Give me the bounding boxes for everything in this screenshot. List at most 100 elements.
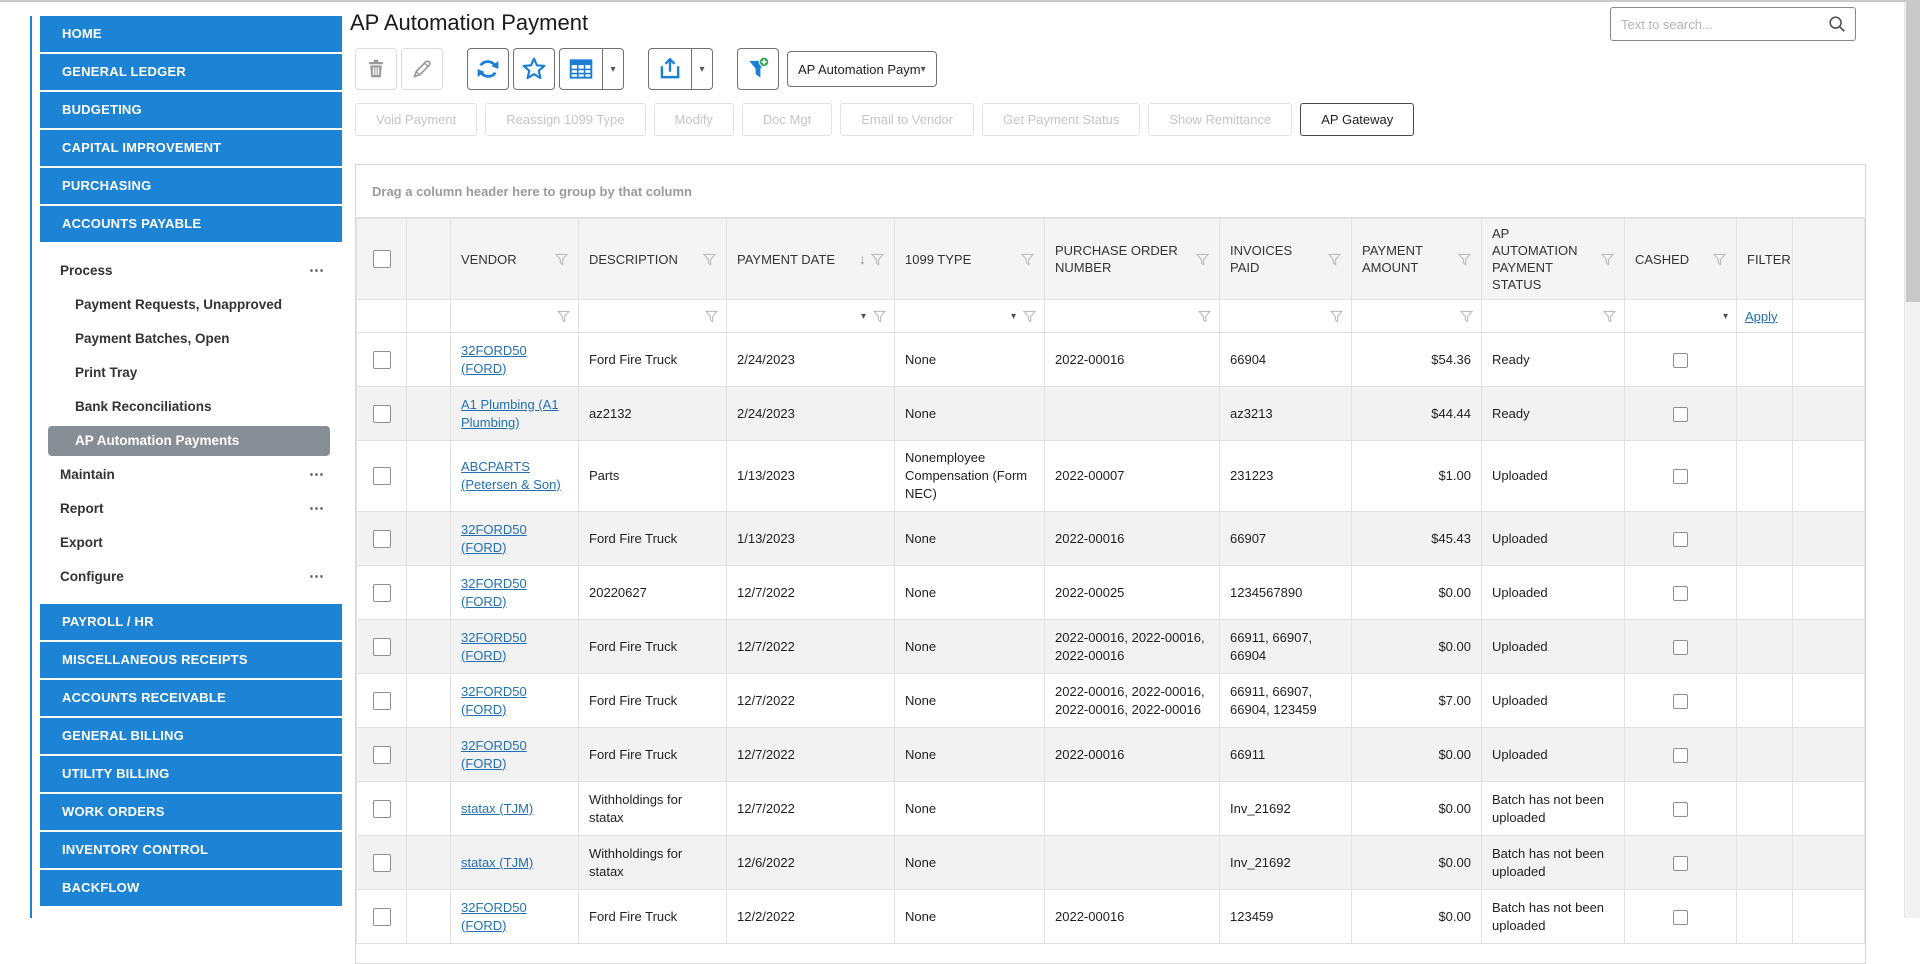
filter-funnel-icon[interactable] xyxy=(1458,253,1471,266)
favorite-button[interactable] xyxy=(513,48,555,90)
vertical-scrollbar[interactable] xyxy=(1904,2,1920,918)
column-header-cashed[interactable]: CASHED xyxy=(1624,218,1737,300)
submenu-item-ap-automation-payments[interactable]: AP Automation Payments xyxy=(48,426,330,456)
vendor-link[interactable]: statax (TJM) xyxy=(461,800,534,816)
row-checkbox[interactable] xyxy=(372,799,391,818)
void-payment-button[interactable]: Void Payment xyxy=(355,103,478,136)
submenu-item-export[interactable]: Export xyxy=(60,535,103,550)
filter-funnel-icon[interactable] xyxy=(1713,253,1726,266)
cashed-checkbox[interactable] xyxy=(1673,585,1688,601)
sidebar-item-work-orders[interactable]: WORK ORDERS xyxy=(40,794,342,830)
vendor-link[interactable]: 32FORD50 (FORD) xyxy=(461,521,527,555)
grid-view-button[interactable] xyxy=(560,49,602,89)
submenu-item-process[interactable]: Process ⋯ xyxy=(40,254,342,288)
row-checkbox[interactable] xyxy=(372,467,391,486)
submenu-item-maintain[interactable]: Maintain ⋯ xyxy=(40,458,342,492)
filter-cell-payment-date[interactable]: ▾ xyxy=(726,299,895,333)
ellipsis-menu-icon[interactable]: ⋯ xyxy=(309,500,324,517)
filter-funnel-icon[interactable] xyxy=(1198,310,1211,323)
filter-funnel-icon[interactable] xyxy=(1328,253,1341,266)
submenu-item-bank-reconciliations[interactable]: Bank Reconciliations xyxy=(75,399,212,414)
row-checkbox[interactable] xyxy=(372,404,391,423)
sidebar-item-utility-billing[interactable]: UTILITY BILLING xyxy=(40,756,342,792)
vendor-link[interactable]: ABCPARTS (Petersen & Son) xyxy=(461,459,561,492)
doc-mgt-button[interactable]: Doc Mgt xyxy=(741,103,833,136)
filter-funnel-icon[interactable] xyxy=(1330,310,1343,323)
search-input[interactable] xyxy=(1621,16,1827,32)
vendor-link[interactable]: 32FORD50 (FORD) xyxy=(461,342,527,376)
filter-funnel-icon[interactable] xyxy=(1601,253,1614,266)
reassign-1099-type-button[interactable]: Reassign 1099 Type xyxy=(485,103,646,136)
filter-cell-purchase-order-number[interactable] xyxy=(1044,299,1220,333)
grid-view-dropdown-caret[interactable]: ▾ xyxy=(602,49,623,89)
cashed-checkbox[interactable] xyxy=(1673,352,1688,368)
sidebar-item-payroll-hr[interactable]: PAYROLL / HR xyxy=(40,604,342,640)
show-remittance-button[interactable]: Show Remittance xyxy=(1148,103,1293,136)
column-header-invoices-paid[interactable]: INVOICES PAID xyxy=(1219,218,1352,300)
filter-cell-payment-amount[interactable] xyxy=(1351,299,1482,333)
submenu-item-payment-requests-unapproved[interactable]: Payment Requests, Unapproved xyxy=(75,297,283,312)
filter-funnel-icon[interactable] xyxy=(1603,310,1616,323)
export-dropdown-caret[interactable]: ▾ xyxy=(691,49,712,89)
submenu-item-print-tray[interactable]: Print Tray xyxy=(75,365,138,380)
column-header-vendor[interactable]: VENDOR xyxy=(450,218,579,300)
ellipsis-menu-icon[interactable]: ⋯ xyxy=(309,466,324,483)
filter-funnel-icon[interactable] xyxy=(871,253,884,266)
sidebar-item-accounts-payable[interactable]: ACCOUNTS PAYABLE xyxy=(40,206,342,242)
chevron-down-icon[interactable]: ▾ xyxy=(1010,310,1016,322)
filter-cell-cashed[interactable]: ▾ xyxy=(1624,299,1737,333)
filter-cell-vendor[interactable] xyxy=(450,299,579,333)
ap-gateway-button[interactable]: AP Gateway xyxy=(1300,103,1415,136)
row-checkbox[interactable] xyxy=(372,745,391,764)
column-header-payment-date[interactable]: PAYMENT DATE ↓ xyxy=(726,218,895,300)
row-checkbox[interactable] xyxy=(372,529,391,548)
filter-funnel-icon[interactable] xyxy=(555,253,568,266)
sidebar-item-accounts-receivable[interactable]: ACCOUNTS RECEIVABLE xyxy=(40,680,342,716)
scrollbar-thumb[interactable] xyxy=(1906,2,1920,302)
sidebar-item-miscellaneous-receipts[interactable]: MISCELLANEOUS RECEIPTS xyxy=(40,642,342,678)
ellipsis-menu-icon[interactable]: ⋯ xyxy=(309,262,324,279)
vendor-link[interactable]: 32FORD50 (FORD) xyxy=(461,629,527,663)
sidebar-item-purchasing[interactable]: PURCHASING xyxy=(40,168,342,204)
column-header-1099-type[interactable]: 1099 TYPE xyxy=(894,218,1045,300)
sidebar-item-inventory-control[interactable]: INVENTORY CONTROL xyxy=(40,832,342,868)
filter-cell-1099-type[interactable]: ▾ xyxy=(894,299,1045,333)
select-all-checkbox[interactable] xyxy=(372,250,391,268)
sidebar-item-general-ledger[interactable]: GENERAL LEDGER xyxy=(40,54,342,90)
sidebar-item-capital-improvement[interactable]: CAPITAL IMPROVEMENT xyxy=(40,130,342,166)
sort-descending-icon[interactable]: ↓ xyxy=(859,251,866,267)
vendor-link[interactable]: 32FORD50 (FORD) xyxy=(461,575,527,609)
cashed-checkbox[interactable] xyxy=(1673,747,1688,763)
row-checkbox[interactable] xyxy=(372,637,391,656)
ellipsis-menu-icon[interactable]: ⋯ xyxy=(309,568,324,585)
filter-funnel-icon[interactable] xyxy=(873,310,886,323)
cashed-checkbox[interactable] xyxy=(1673,406,1688,422)
email-to-vendor-button[interactable]: Email to Vendor xyxy=(840,103,974,136)
search-icon[interactable] xyxy=(1827,14,1847,34)
chevron-down-icon[interactable]: ▾ xyxy=(1722,310,1728,322)
sidebar-item-general-billing[interactable]: GENERAL BILLING xyxy=(40,718,342,754)
row-checkbox[interactable] xyxy=(372,350,391,369)
delete-button[interactable] xyxy=(355,48,397,90)
column-header-purchase-order-number[interactable]: PURCHASE ORDER NUMBER xyxy=(1044,218,1220,300)
sidebar-item-budgeting[interactable]: BUDGETING xyxy=(40,92,342,128)
row-checkbox[interactable] xyxy=(372,691,391,710)
vendor-link[interactable]: statax (TJM) xyxy=(461,854,534,870)
column-header-description[interactable]: DESCRIPTION xyxy=(578,218,727,300)
cashed-checkbox[interactable] xyxy=(1673,909,1688,925)
cashed-checkbox[interactable] xyxy=(1673,531,1688,547)
get-payment-status-button[interactable]: Get Payment Status xyxy=(982,103,1141,136)
filter-funnel-icon[interactable] xyxy=(1023,310,1036,323)
row-checkbox[interactable] xyxy=(372,853,391,872)
modify-button[interactable]: Modify xyxy=(653,103,734,136)
submenu-item-configure[interactable]: Configure ⋯ xyxy=(40,560,342,594)
filter-funnel-icon[interactable] xyxy=(705,310,718,323)
apply-filter-link[interactable]: Apply xyxy=(1745,308,1778,324)
vendor-link[interactable]: 32FORD50 (FORD) xyxy=(461,683,527,717)
sidebar-item-backflow[interactable]: BACKFLOW xyxy=(40,870,342,906)
cashed-checkbox[interactable] xyxy=(1673,469,1688,485)
group-by-bar[interactable]: Drag a column header here to group by th… xyxy=(356,165,1865,218)
edit-button[interactable] xyxy=(401,48,443,90)
refresh-button[interactable] xyxy=(467,48,509,90)
cashed-checkbox[interactable] xyxy=(1673,693,1688,709)
